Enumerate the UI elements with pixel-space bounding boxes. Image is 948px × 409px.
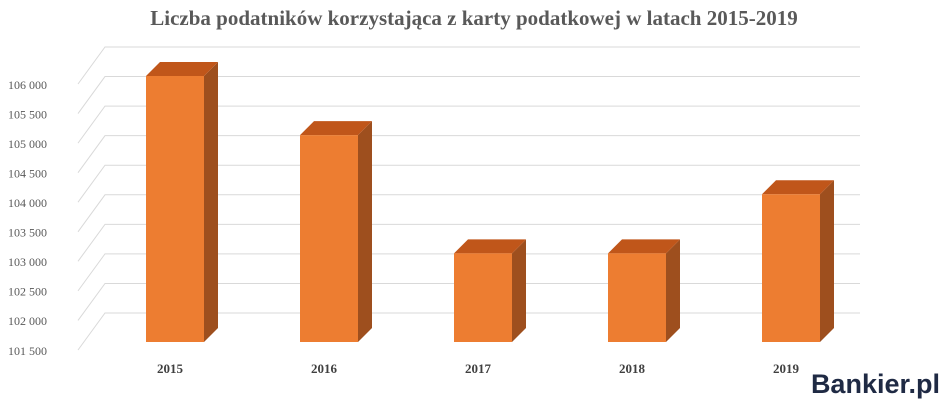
bar-top [608, 239, 680, 254]
bar-top [146, 62, 218, 76]
y-tick-label: 105 500 [8, 107, 47, 121]
bar-front [454, 253, 512, 342]
y-tick-label: 103 500 [8, 226, 47, 240]
y-tick-label: 103 000 [8, 255, 47, 269]
chart-title: Liczba podatników korzystająca z karty p… [150, 6, 797, 30]
bar-side [358, 121, 372, 342]
bar [454, 239, 526, 342]
bar-front [146, 76, 204, 342]
bar-side [666, 239, 680, 342]
grid-line [77, 46, 860, 85]
y-tick-label: 105 000 [8, 137, 47, 151]
bar-top [762, 180, 834, 195]
bar-side [204, 62, 218, 342]
bar-front [608, 253, 666, 342]
bar-top [454, 239, 526, 254]
y-tick-label: 102 000 [8, 314, 47, 328]
grid-line [77, 105, 860, 144]
bar [146, 62, 218, 342]
bar [608, 239, 680, 342]
bar [762, 180, 834, 342]
bar-side [512, 239, 526, 342]
grid-line [77, 223, 860, 262]
x-tick-label: 2018 [619, 361, 646, 376]
bar [300, 121, 372, 342]
y-tick-label: 104 500 [8, 166, 47, 180]
grid-line [77, 194, 860, 233]
x-tick-label: 2015 [157, 361, 184, 376]
bar-front [762, 194, 820, 342]
y-tick-label: 102 500 [8, 285, 47, 299]
y-tick-label: 106 000 [8, 78, 47, 92]
x-tick-label: 2019 [773, 361, 800, 376]
bar-front [300, 135, 358, 342]
grid-line [77, 164, 860, 203]
x-tick-label: 2017 [465, 361, 492, 376]
y-tick-label: 104 000 [8, 196, 47, 210]
bar-top [300, 121, 372, 136]
grid-line [77, 76, 860, 114]
grid-line [77, 135, 860, 173]
bar-side [820, 180, 834, 342]
y-tick-label: 101 500 [8, 344, 47, 358]
logo: Bankier.pl [811, 369, 940, 399]
x-tick-label: 2016 [311, 361, 338, 376]
